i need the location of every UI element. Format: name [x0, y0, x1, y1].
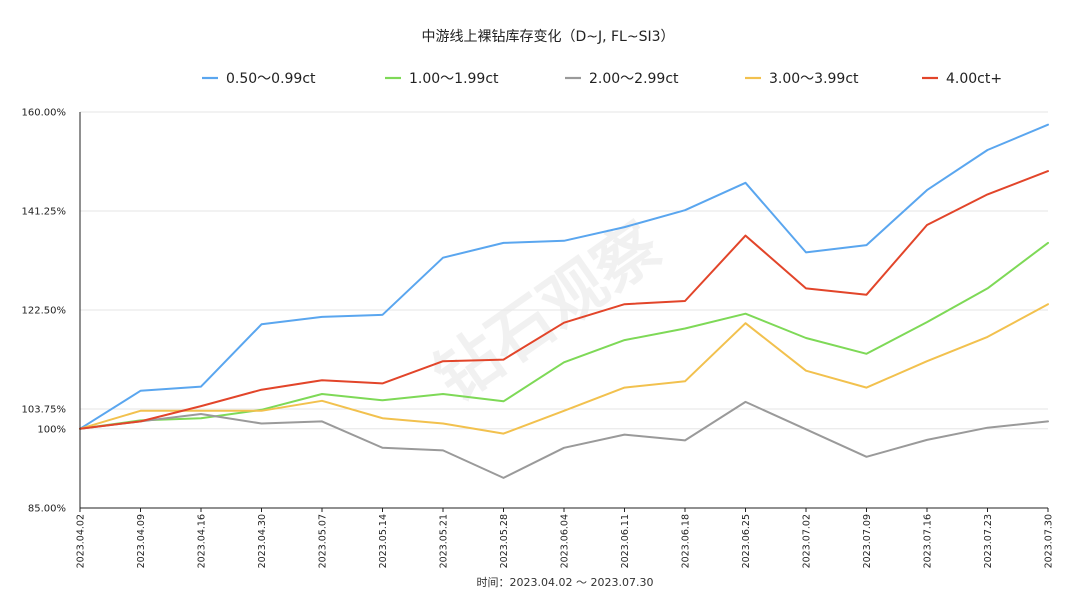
legend-label: 1.00～1.99ct [409, 71, 499, 87]
series-line [79, 400, 1049, 479]
x-tick-label: 2023.07.02 [802, 514, 813, 568]
x-tick-label: 2023.04.30 [257, 514, 268, 568]
x-tick-label: 2023.04.16 [197, 514, 208, 568]
y-tick-label: 103.75% [22, 405, 67, 416]
x-axis-ticks: 2023.04.02 2023.04.09 2023.04.16 2023.04.30… [76, 508, 1055, 568]
x-tick-label: 2023.06.04 [560, 514, 571, 568]
x-tick-label: 2023.05.28 [499, 514, 510, 568]
y-tick-label: 141.25% [22, 207, 67, 218]
legend-label: 0.50～0.99ct [226, 71, 316, 87]
x-tick-label: 2023.07.23 [983, 514, 994, 568]
chart-title: 中游线上裸钻库存变化（D~J, FL~SI3） [421, 29, 674, 45]
x-tick-label: 2023.05.07 [318, 514, 329, 568]
x-tick-label: 2023.04.09 [136, 514, 147, 568]
x-tick-label: 2023.07.16 [923, 514, 934, 568]
series-line [79, 170, 1049, 430]
legend-label: 2.00～2.99ct [589, 71, 679, 87]
x-tick-label: 2023.07.09 [862, 514, 873, 568]
legend: 0.50～0.99ct 1.00～1.99ct 2.00～2.99ct 3.00～3.… [202, 71, 1002, 87]
series-line [79, 123, 1049, 430]
x-tick-label: 2023.06.25 [741, 514, 752, 568]
legend-label: 4.00ct+ [946, 71, 1002, 87]
y-tick-label: 85.00% [28, 504, 66, 515]
legend-label: 3.00～3.99ct [769, 71, 859, 87]
grid [80, 111, 1048, 430]
x-axis-label: 时间：2023.04.02 ～ 2023.07.30 [477, 576, 654, 589]
y-tick-label: 160.00% [22, 108, 67, 119]
series-line [79, 241, 1049, 430]
x-tick-label: 2023.06.18 [681, 514, 692, 568]
series-lines [79, 123, 1049, 479]
series-line [79, 303, 1049, 435]
x-tick-label: 2023.04.02 [76, 514, 87, 568]
y-axis-ticks: 160.00% 141.25% 122.50% 103.75% 100% 85.00% [22, 108, 67, 515]
x-tick-label: 2023.05.14 [378, 514, 389, 568]
y-tick-label: 100% [37, 424, 66, 435]
y-tick-label: 122.50% [22, 306, 67, 317]
x-tick-label: 2023.06.11 [620, 514, 631, 568]
x-tick-label: 2023.05.21 [439, 514, 450, 568]
x-tick-label: 2023.07.30 [1044, 514, 1055, 568]
